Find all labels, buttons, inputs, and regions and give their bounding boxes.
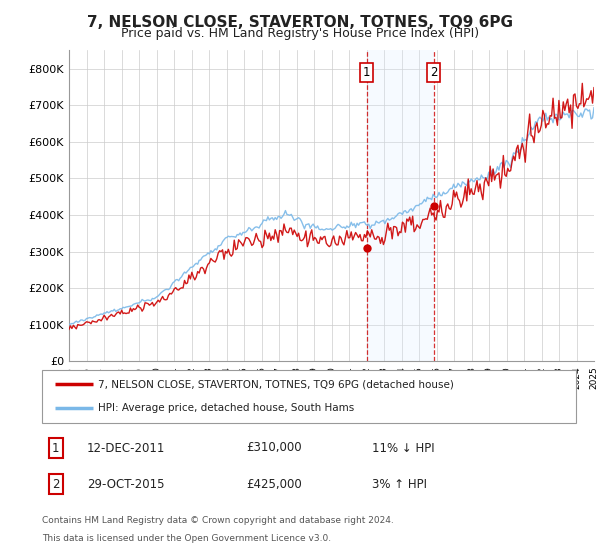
Text: 29-OCT-2015: 29-OCT-2015	[87, 478, 164, 491]
Text: 1: 1	[52, 441, 59, 455]
Bar	[367, 50, 434, 361]
Text: 2: 2	[430, 66, 437, 78]
Text: 11% ↓ HPI: 11% ↓ HPI	[372, 441, 434, 455]
Text: Price paid vs. HM Land Registry's House Price Index (HPI): Price paid vs. HM Land Registry's House …	[121, 27, 479, 40]
Text: £425,000: £425,000	[246, 478, 302, 491]
Text: 1: 1	[363, 66, 370, 78]
Text: 3% ↑ HPI: 3% ↑ HPI	[372, 478, 427, 491]
Text: 12-DEC-2011: 12-DEC-2011	[87, 441, 166, 455]
Text: This data is licensed under the Open Government Licence v3.0.: This data is licensed under the Open Gov…	[42, 534, 331, 543]
Text: 7, NELSON CLOSE, STAVERTON, TOTNES, TQ9 6PG: 7, NELSON CLOSE, STAVERTON, TOTNES, TQ9 …	[87, 15, 513, 30]
Text: 7, NELSON CLOSE, STAVERTON, TOTNES, TQ9 6PG (detached house): 7, NELSON CLOSE, STAVERTON, TOTNES, TQ9 …	[98, 380, 454, 390]
Text: £310,000: £310,000	[246, 441, 302, 455]
Text: HPI: Average price, detached house, South Hams: HPI: Average price, detached house, Sout…	[98, 403, 355, 413]
Text: Contains HM Land Registry data © Crown copyright and database right 2024.: Contains HM Land Registry data © Crown c…	[42, 516, 394, 525]
Text: 2: 2	[52, 478, 59, 491]
